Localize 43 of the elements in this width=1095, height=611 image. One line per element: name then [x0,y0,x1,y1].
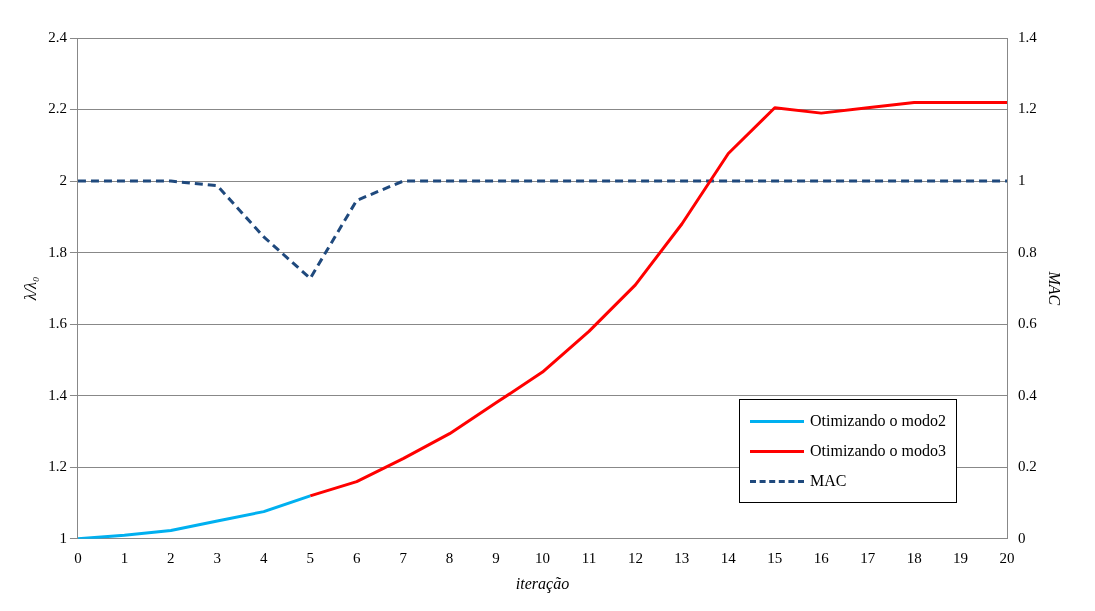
y-tick-label: 1 [59,529,67,546]
legend-label: Otimizando o modo3 [810,442,946,460]
x-tick-label: 1 [120,549,129,566]
x-tick-label: 17 [860,549,876,566]
legend-label: MAC [810,472,847,490]
x-tick-label: 6 [352,549,361,566]
y-tick-label: 2.2 [48,100,67,117]
y2-tick-label: 1.2 [1018,100,1037,117]
x-tick-label: 8 [445,549,454,566]
x-tick-label: 11 [581,549,597,566]
x-tick-label: 9 [492,549,500,566]
y-tick-label: 1.2 [48,458,67,475]
x-tick-label: 3 [213,549,222,566]
x-tick-label: 10 [535,549,550,566]
x-tick-label: 15 [767,549,783,566]
x-tick-label: 16 [813,549,830,566]
y2-tick-label: 0.4 [1018,386,1038,403]
y-axis-title: λ/λ₀ [21,276,39,302]
y2-tick-label: 1 [1018,172,1026,189]
y2-tick-label: 0 [1018,529,1026,546]
y-tick-label: 1.6 [48,315,68,332]
x-tick-label: 13 [674,549,690,566]
y2-tick-label: 0.2 [1018,458,1037,475]
y-tick-label: 1.8 [48,243,67,260]
y-tick-label: 1.4 [48,386,68,403]
y2-tick-label: 1.4 [1018,28,1038,45]
legend-label: Otimizando o modo2 [810,412,946,430]
x-tick-label: 0 [74,549,82,566]
x-tick-label: 4 [260,549,269,566]
y2-tick-label: 0.6 [1018,315,1038,332]
x-tick-label: 12 [627,549,643,566]
y-tick-label: 2 [59,172,67,189]
x-axis-title: iteração [515,574,570,593]
x-tick-label: 14 [720,549,737,566]
y-tick-label: 2.4 [48,28,68,45]
x-tick-label: 20 [999,549,1015,566]
x-tick-label: 19 [953,549,969,566]
x-tick-label: 5 [306,549,314,566]
y2-axis-title: MAC [1046,270,1064,306]
x-tick-label: 18 [906,549,922,566]
y2-tick-label: 0.8 [1018,243,1037,260]
x-tick-label: 7 [399,549,408,566]
x-tick-label: 2 [167,549,175,566]
